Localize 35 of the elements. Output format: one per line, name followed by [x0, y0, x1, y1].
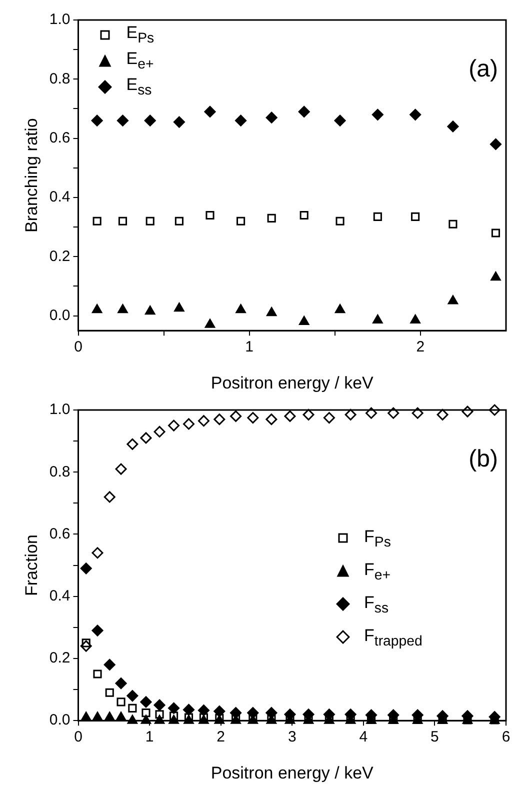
x-tick-label: 0: [74, 338, 82, 356]
legend-label: E$_{ss}$: [126, 75, 152, 99]
legend-label: E$_{Ps}$: [126, 23, 154, 47]
y-axis-title: Branching ratio: [22, 118, 41, 232]
x-axis-title: Positron energy / keV: [210, 373, 374, 392]
y-tick-label: 1.0: [49, 11, 70, 28]
legend-label: F$_{Ps}$: [364, 526, 391, 550]
y-tick-label: 0.4: [49, 188, 70, 206]
x-tick-label: 6: [502, 728, 510, 746]
y-tick-label: 0.8: [49, 463, 70, 480]
x-tick-label: 5: [430, 728, 439, 746]
legend-label: E$_{e+}$: [126, 49, 154, 73]
y-tick-label: 1.0: [49, 401, 70, 418]
legend-label: F$_{ss}$: [364, 592, 389, 616]
y-tick-label: 0.8: [49, 70, 70, 88]
x-tick-label: 1: [145, 728, 154, 746]
x-tick-label: 2: [216, 728, 226, 746]
y-tick-label: 0.2: [49, 650, 70, 667]
legend-label: F$_{e+}$: [364, 560, 391, 583]
legend-label: F$_{trapped}$: [364, 626, 422, 649]
y-tick-label: 0.4: [49, 588, 70, 604]
x-tick-label: 0: [74, 728, 82, 746]
x-tick-label: 2: [416, 338, 425, 356]
x-tick-label: 4: [359, 728, 368, 746]
x-axis-title: Positron energy / keV: [210, 763, 374, 782]
y-tick-label: 0.6: [49, 525, 70, 542]
annotation: (b): [468, 446, 498, 473]
y-tick-label: 0.0: [49, 712, 70, 729]
y-tick-label: 0.6: [49, 129, 70, 146]
x-tick-label: 1: [245, 338, 254, 356]
y-tick-label: 0.2: [49, 248, 70, 265]
x-tick-label: 3: [288, 728, 296, 746]
y-tick-label: 0.0: [49, 306, 70, 324]
y-axis-title: Fraction: [22, 534, 41, 596]
annotation: (a): [468, 56, 498, 83]
